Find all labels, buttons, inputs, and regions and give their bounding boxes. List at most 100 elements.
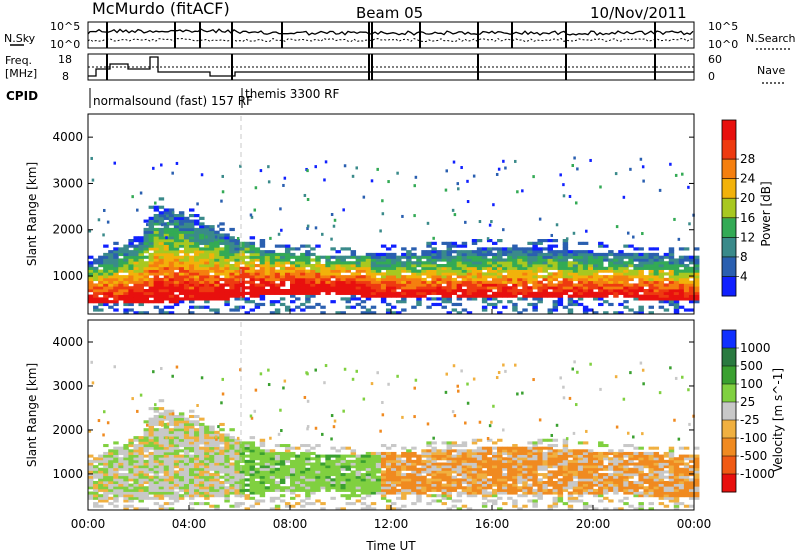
power-cell bbox=[380, 244, 387, 248]
power-cell bbox=[436, 283, 442, 287]
power-cell bbox=[345, 264, 351, 268]
velocity-cell bbox=[153, 475, 160, 479]
velocity-cell bbox=[209, 459, 215, 463]
power-cell bbox=[128, 272, 134, 276]
power-cell bbox=[648, 264, 654, 268]
power-cell bbox=[658, 258, 665, 262]
velocity-cell bbox=[633, 488, 639, 492]
velocity-cell bbox=[108, 467, 114, 471]
power-cell bbox=[98, 264, 104, 268]
velocity-cell bbox=[194, 444, 200, 448]
power-cell bbox=[547, 280, 553, 284]
power-cell bbox=[269, 302, 276, 307]
velocity-cell bbox=[194, 420, 200, 424]
power-cell bbox=[103, 272, 109, 276]
velocity-cell bbox=[608, 483, 614, 487]
velocity-cell bbox=[406, 488, 412, 492]
velocity-cell bbox=[300, 483, 306, 487]
power-cell bbox=[93, 272, 99, 276]
power-cell bbox=[401, 261, 407, 265]
velocity-cell bbox=[618, 454, 624, 458]
power-cell bbox=[355, 302, 362, 307]
velocity-cell bbox=[512, 467, 518, 471]
velocity-cell bbox=[582, 486, 589, 490]
power-cell bbox=[497, 277, 503, 282]
velocity-cell bbox=[153, 415, 160, 419]
power-cell bbox=[532, 277, 538, 282]
velocity-cell bbox=[118, 486, 124, 490]
velocity-cell bbox=[512, 459, 518, 463]
velocity-cell bbox=[492, 502, 498, 506]
power-cell bbox=[552, 264, 559, 268]
power-cell bbox=[658, 300, 665, 304]
velocity-cell bbox=[456, 491, 463, 495]
power-cell bbox=[497, 291, 503, 295]
velocity-cell bbox=[471, 465, 478, 469]
velocity-cell bbox=[653, 473, 660, 477]
power-cell bbox=[183, 230, 190, 234]
velocity-cell bbox=[219, 433, 225, 437]
power-cell bbox=[391, 272, 397, 276]
power-cell bbox=[663, 300, 670, 304]
velocity-cell bbox=[673, 502, 680, 506]
velocity-cell bbox=[481, 486, 488, 490]
velocity-cell bbox=[168, 422, 175, 426]
power-cell bbox=[431, 269, 437, 273]
power-cell bbox=[507, 275, 513, 279]
power-cell bbox=[370, 275, 377, 279]
power-cell bbox=[269, 236, 272, 240]
power-cell bbox=[143, 311, 149, 315]
velocity-cell bbox=[325, 483, 331, 487]
power-cell bbox=[153, 283, 160, 287]
velocity-cell bbox=[562, 444, 569, 448]
velocity-cell bbox=[522, 494, 528, 498]
velocity-cell bbox=[603, 475, 609, 479]
power-cell bbox=[481, 305, 488, 309]
velocity-cell bbox=[451, 488, 458, 492]
velocity-cell bbox=[290, 470, 296, 474]
power-cell bbox=[552, 255, 559, 259]
velocity-cell bbox=[537, 483, 543, 487]
power-cell bbox=[623, 286, 629, 290]
power-cell bbox=[219, 247, 225, 251]
velocity-cell bbox=[249, 451, 256, 455]
velocity-cell bbox=[290, 446, 296, 450]
velocity-cell bbox=[153, 446, 160, 450]
velocity-cell bbox=[481, 454, 488, 458]
velocity-cell bbox=[522, 462, 528, 466]
velocity-cell bbox=[643, 475, 649, 479]
velocity-cell bbox=[143, 478, 149, 482]
power-cell bbox=[461, 269, 468, 273]
velocity-cell bbox=[461, 444, 468, 448]
power-cell bbox=[148, 261, 155, 265]
power-cell bbox=[194, 264, 200, 268]
power-cell bbox=[623, 283, 629, 287]
power-cell bbox=[481, 247, 488, 251]
velocity-cell bbox=[315, 478, 321, 482]
velocity-cell bbox=[199, 502, 205, 506]
velocity-cell bbox=[638, 483, 644, 487]
power-heatmap bbox=[88, 156, 700, 315]
velocity-cell bbox=[330, 486, 336, 490]
velocity-cell bbox=[108, 480, 114, 485]
power-cell bbox=[204, 250, 210, 254]
velocity-cell bbox=[572, 470, 579, 474]
velocity-cell bbox=[481, 483, 488, 487]
power-cell bbox=[658, 291, 665, 295]
power-cell bbox=[532, 291, 538, 295]
power-cell bbox=[224, 261, 230, 265]
power-cell bbox=[380, 261, 387, 265]
power-cell bbox=[603, 244, 609, 248]
power-cell bbox=[305, 280, 311, 284]
power-cell bbox=[199, 277, 205, 282]
power-cell bbox=[173, 261, 180, 265]
power-cell bbox=[173, 233, 180, 237]
power-cell bbox=[365, 266, 372, 270]
velocity-cell bbox=[456, 486, 463, 490]
power-cell bbox=[113, 280, 119, 284]
power-cell bbox=[340, 247, 346, 251]
power-cell bbox=[178, 239, 185, 243]
velocity-cell bbox=[214, 430, 220, 434]
velocity-cell bbox=[153, 491, 160, 495]
power-cell bbox=[183, 266, 190, 270]
